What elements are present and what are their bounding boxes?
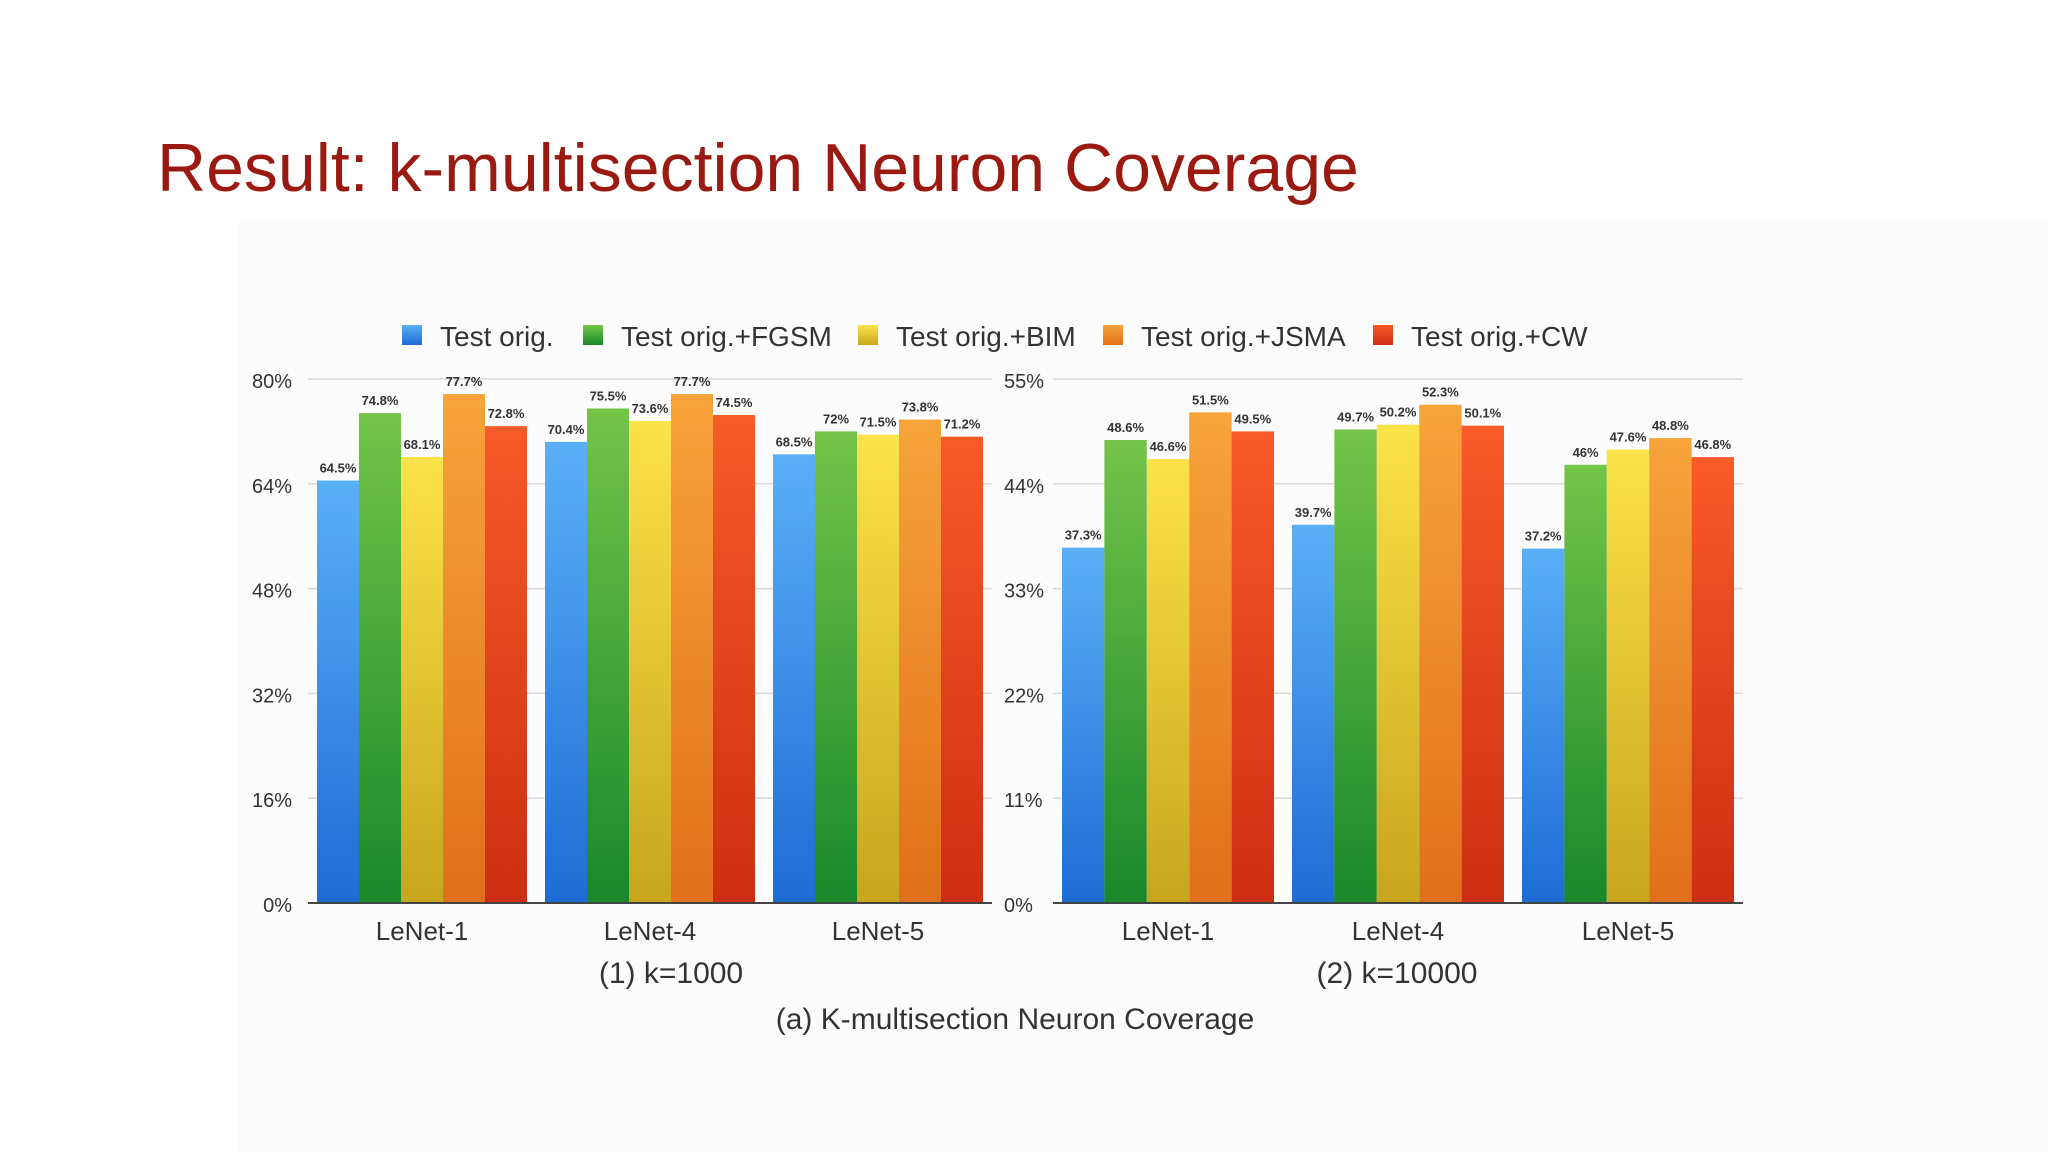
data-label: 50.2%	[1380, 405, 1417, 420]
data-label: 68.1%	[404, 437, 441, 452]
bar-lenet-5-test-orig-fgsm	[815, 431, 857, 903]
bar-lenet-1-test-orig-jsma	[443, 394, 485, 903]
y-tick-label: 22%	[1004, 685, 1044, 707]
bar-lenet-4-test-orig-bim	[1376, 424, 1420, 903]
panel-subtitle-k1000: (1) k=1000	[599, 957, 743, 990]
data-label: 73.6%	[632, 401, 669, 416]
data-label: 52.3%	[1422, 385, 1459, 400]
chart-legend: Test orig. Test orig.+FGSM Test orig.+BIM T…	[402, 321, 1588, 352]
legend-swatch-test-orig-fgsm	[583, 325, 603, 345]
bar-lenet-4-test-orig-fgsm	[1334, 429, 1377, 903]
data-label: 72.8%	[488, 406, 525, 421]
data-label: 70.4%	[548, 422, 585, 437]
bar-lenet-4-test-orig-bim	[629, 420, 671, 903]
data-label: 47.6%	[1610, 430, 1647, 445]
bar-lenet-1-test-orig-jsma	[1189, 412, 1232, 903]
data-label: 68.5%	[776, 434, 813, 449]
bar-lenet-5-test-orig-jsma	[899, 419, 941, 903]
data-label: 49.5%	[1234, 411, 1271, 426]
legend-label-test-orig-jsma: Test orig.+JSMA	[1141, 321, 1346, 352]
data-label: 73.8%	[902, 400, 939, 415]
x-tick-label-lenet-4: LeNet-4	[1352, 916, 1445, 946]
x-tick-label-lenet-4: LeNet-4	[604, 916, 697, 946]
legend-label-test-orig-fgsm: Test orig.+FGSM	[621, 321, 832, 352]
bar-lenet-1-test-orig-bim	[401, 456, 443, 903]
data-label: 48.6%	[1107, 420, 1144, 435]
bar-lenet-5-test-orig	[773, 454, 815, 903]
data-label: 74.8%	[362, 393, 399, 408]
y-tick-label: 16%	[252, 790, 292, 812]
data-label: 48.8%	[1652, 418, 1689, 433]
data-label: 64.5%	[320, 461, 357, 476]
y-tick-label: 44%	[1004, 476, 1044, 498]
y-tick-label: 55%	[1004, 371, 1044, 393]
figure-caption: (a) K-multisection Neuron Coverage	[776, 1003, 1255, 1036]
data-label: 49.7%	[1337, 409, 1374, 424]
panel-subtitle-k10000: (2) k=10000	[1317, 957, 1478, 990]
legend-swatch-test-orig-bim	[858, 325, 878, 345]
bar-lenet-4-test-orig-cw	[1461, 425, 1504, 903]
legend-label-test-orig-bim: Test orig.+BIM	[896, 321, 1076, 352]
x-tick-label-lenet-1: LeNet-1	[376, 916, 469, 946]
data-label: 77.7%	[674, 374, 711, 389]
bar-lenet-4-test-orig-jsma	[1419, 404, 1462, 903]
chart-panel-k10000: 0% 11% 22% 33% 44% 55% 37.3% 48.6% 46.6% 51.5% 49.…	[1004, 371, 1743, 990]
y-tick-label: 0%	[1004, 895, 1033, 917]
x-tick-label-lenet-5: LeNet-5	[832, 916, 925, 946]
bar-lenet-1-test-orig-fgsm	[1104, 439, 1147, 903]
data-label: 37.2%	[1525, 529, 1562, 544]
data-label: 50.1%	[1464, 406, 1501, 421]
bar-lenet-4-test-orig	[545, 441, 587, 903]
legend-label-test-orig: Test orig.	[440, 321, 554, 352]
bar-lenet-1-test-orig-bim	[1146, 459, 1190, 903]
legend-label-test-orig-cw: Test orig.+CW	[1411, 321, 1588, 352]
data-label: 46%	[1573, 445, 1599, 460]
bar-lenet-5-test-orig	[1522, 548, 1565, 903]
legend-swatch-test-orig-cw	[1373, 325, 1393, 345]
bar-lenet-5-test-orig-bim	[1606, 449, 1650, 903]
data-label: 46.6%	[1150, 439, 1187, 454]
data-label: 74.5%	[716, 395, 753, 410]
bar-lenet-1-test-orig-cw	[1231, 431, 1274, 903]
legend-swatch-test-orig-jsma	[1103, 325, 1123, 345]
bar-lenet-1-test-orig	[317, 480, 359, 903]
data-label: 46.8%	[1694, 437, 1731, 452]
y-tick-label: 48%	[252, 581, 292, 603]
bar-lenet-1-test-orig-fgsm	[359, 413, 401, 903]
y-tick-label: 32%	[252, 685, 292, 707]
bar-lenet-4-test-orig	[1292, 524, 1335, 903]
data-label: 39.7%	[1295, 505, 1332, 520]
bar-lenet-5-test-orig-cw	[1691, 457, 1734, 903]
data-label: 37.3%	[1065, 528, 1102, 543]
data-label: 71.5%	[860, 415, 897, 430]
chart-panel-k1000: 0% 16% 32% 48% 64% 80% 64.5% 74.8% 68.1% 77.7% 72.…	[252, 371, 992, 990]
bar-lenet-5-test-orig-cw	[941, 436, 983, 903]
y-tick-label: 11%	[1004, 790, 1043, 812]
slide-title: Result: k-multisection Neuron Coverage	[157, 130, 1359, 206]
data-label: 71.2%	[944, 417, 981, 432]
bar-lenet-4-test-orig-fgsm	[587, 408, 629, 903]
bar-lenet-5-test-orig-jsma	[1649, 438, 1692, 903]
y-tick-label: 80%	[252, 371, 292, 393]
bar-lenet-5-test-orig-bim	[857, 434, 899, 903]
x-tick-label-lenet-1: LeNet-1	[1122, 916, 1215, 946]
x-tick-label-lenet-5: LeNet-5	[1582, 916, 1675, 946]
data-label: 72%	[823, 411, 849, 426]
data-label: 77.7%	[446, 374, 483, 389]
bar-lenet-5-test-orig-fgsm	[1564, 464, 1607, 903]
data-label: 75.5%	[590, 388, 627, 403]
y-tick-label: 64%	[252, 476, 292, 498]
y-tick-label: 0%	[263, 895, 292, 917]
bar-lenet-4-test-orig-cw	[713, 415, 755, 903]
bar-lenet-4-test-orig-jsma	[671, 394, 713, 903]
legend-swatch-test-orig	[402, 325, 422, 345]
y-tick-label: 33%	[1004, 581, 1044, 603]
bar-lenet-1-test-orig	[1062, 547, 1105, 903]
data-label: 51.5%	[1192, 392, 1229, 407]
bar-lenet-1-test-orig-cw	[485, 426, 527, 903]
